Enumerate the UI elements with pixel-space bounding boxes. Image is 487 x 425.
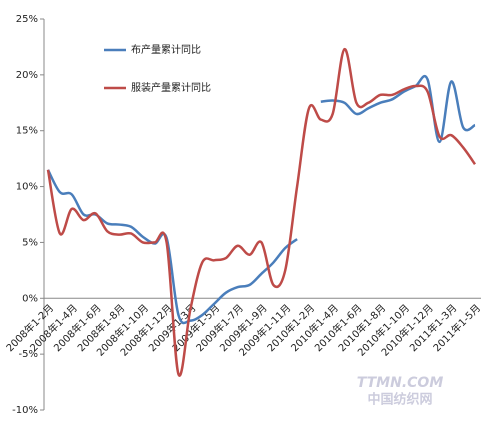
y-tick-label: 20% bbox=[16, 70, 38, 81]
legend-label: 布产量累计同比 bbox=[131, 43, 201, 56]
watermark: 中国纺织网 bbox=[367, 392, 432, 408]
y-tick-label: -5% bbox=[19, 349, 38, 360]
series-line bbox=[46, 47, 477, 377]
legend-label: 服装产量累计同比 bbox=[131, 81, 211, 94]
y-tick-label: 10% bbox=[16, 182, 38, 193]
watermark: TTMN.COM bbox=[357, 375, 444, 391]
y-tick-label: 5% bbox=[22, 237, 38, 248]
y-tick-label: -10% bbox=[12, 405, 38, 416]
y-tick-label: 25% bbox=[16, 14, 38, 25]
y-tick-label: 0% bbox=[22, 293, 38, 304]
y-tick-label: 15% bbox=[16, 126, 38, 137]
